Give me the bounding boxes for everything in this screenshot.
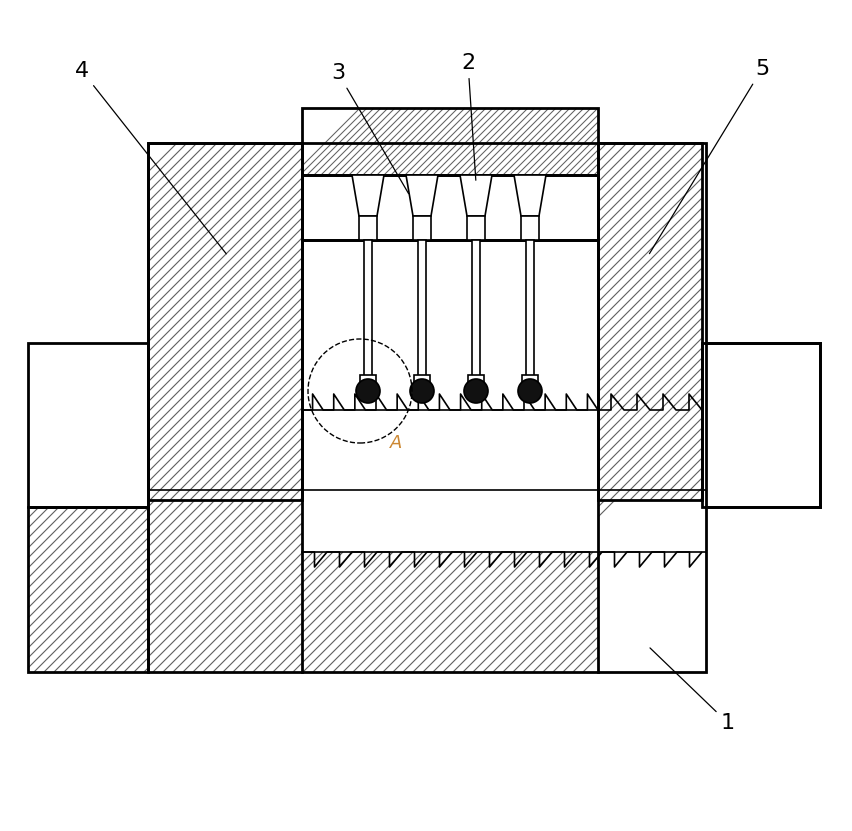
- Bar: [414, 375, 430, 385]
- Text: 1: 1: [650, 648, 735, 733]
- Bar: [467, 216, 485, 240]
- Text: 2: 2: [461, 53, 475, 180]
- Circle shape: [410, 379, 434, 403]
- Bar: [472, 240, 480, 376]
- Bar: [702, 343, 820, 507]
- Bar: [28, 343, 148, 507]
- Bar: [302, 552, 598, 672]
- Bar: [302, 175, 598, 240]
- Bar: [148, 143, 706, 672]
- Bar: [598, 143, 702, 500]
- Bar: [148, 143, 302, 500]
- Polygon shape: [460, 175, 492, 216]
- Bar: [28, 343, 148, 507]
- Bar: [360, 375, 376, 385]
- Bar: [598, 143, 702, 500]
- Bar: [522, 375, 538, 385]
- Bar: [148, 500, 302, 672]
- Bar: [598, 500, 702, 672]
- Text: A: A: [390, 434, 402, 452]
- Circle shape: [464, 379, 488, 403]
- Bar: [702, 343, 820, 507]
- Bar: [302, 108, 598, 175]
- Text: 4: 4: [75, 61, 227, 253]
- Bar: [148, 143, 302, 500]
- Bar: [302, 108, 598, 175]
- Bar: [418, 240, 426, 376]
- Polygon shape: [352, 175, 384, 216]
- Bar: [526, 240, 534, 376]
- Text: 5: 5: [649, 59, 769, 253]
- Circle shape: [356, 379, 380, 403]
- Polygon shape: [514, 175, 546, 216]
- Bar: [364, 240, 372, 376]
- Bar: [302, 175, 598, 240]
- Bar: [28, 507, 148, 672]
- Bar: [302, 240, 598, 490]
- Bar: [413, 216, 431, 240]
- Bar: [521, 216, 539, 240]
- Circle shape: [518, 379, 542, 403]
- Bar: [359, 216, 377, 240]
- Bar: [28, 507, 148, 672]
- Text: 3: 3: [331, 63, 409, 194]
- Polygon shape: [406, 175, 438, 216]
- Bar: [468, 375, 484, 385]
